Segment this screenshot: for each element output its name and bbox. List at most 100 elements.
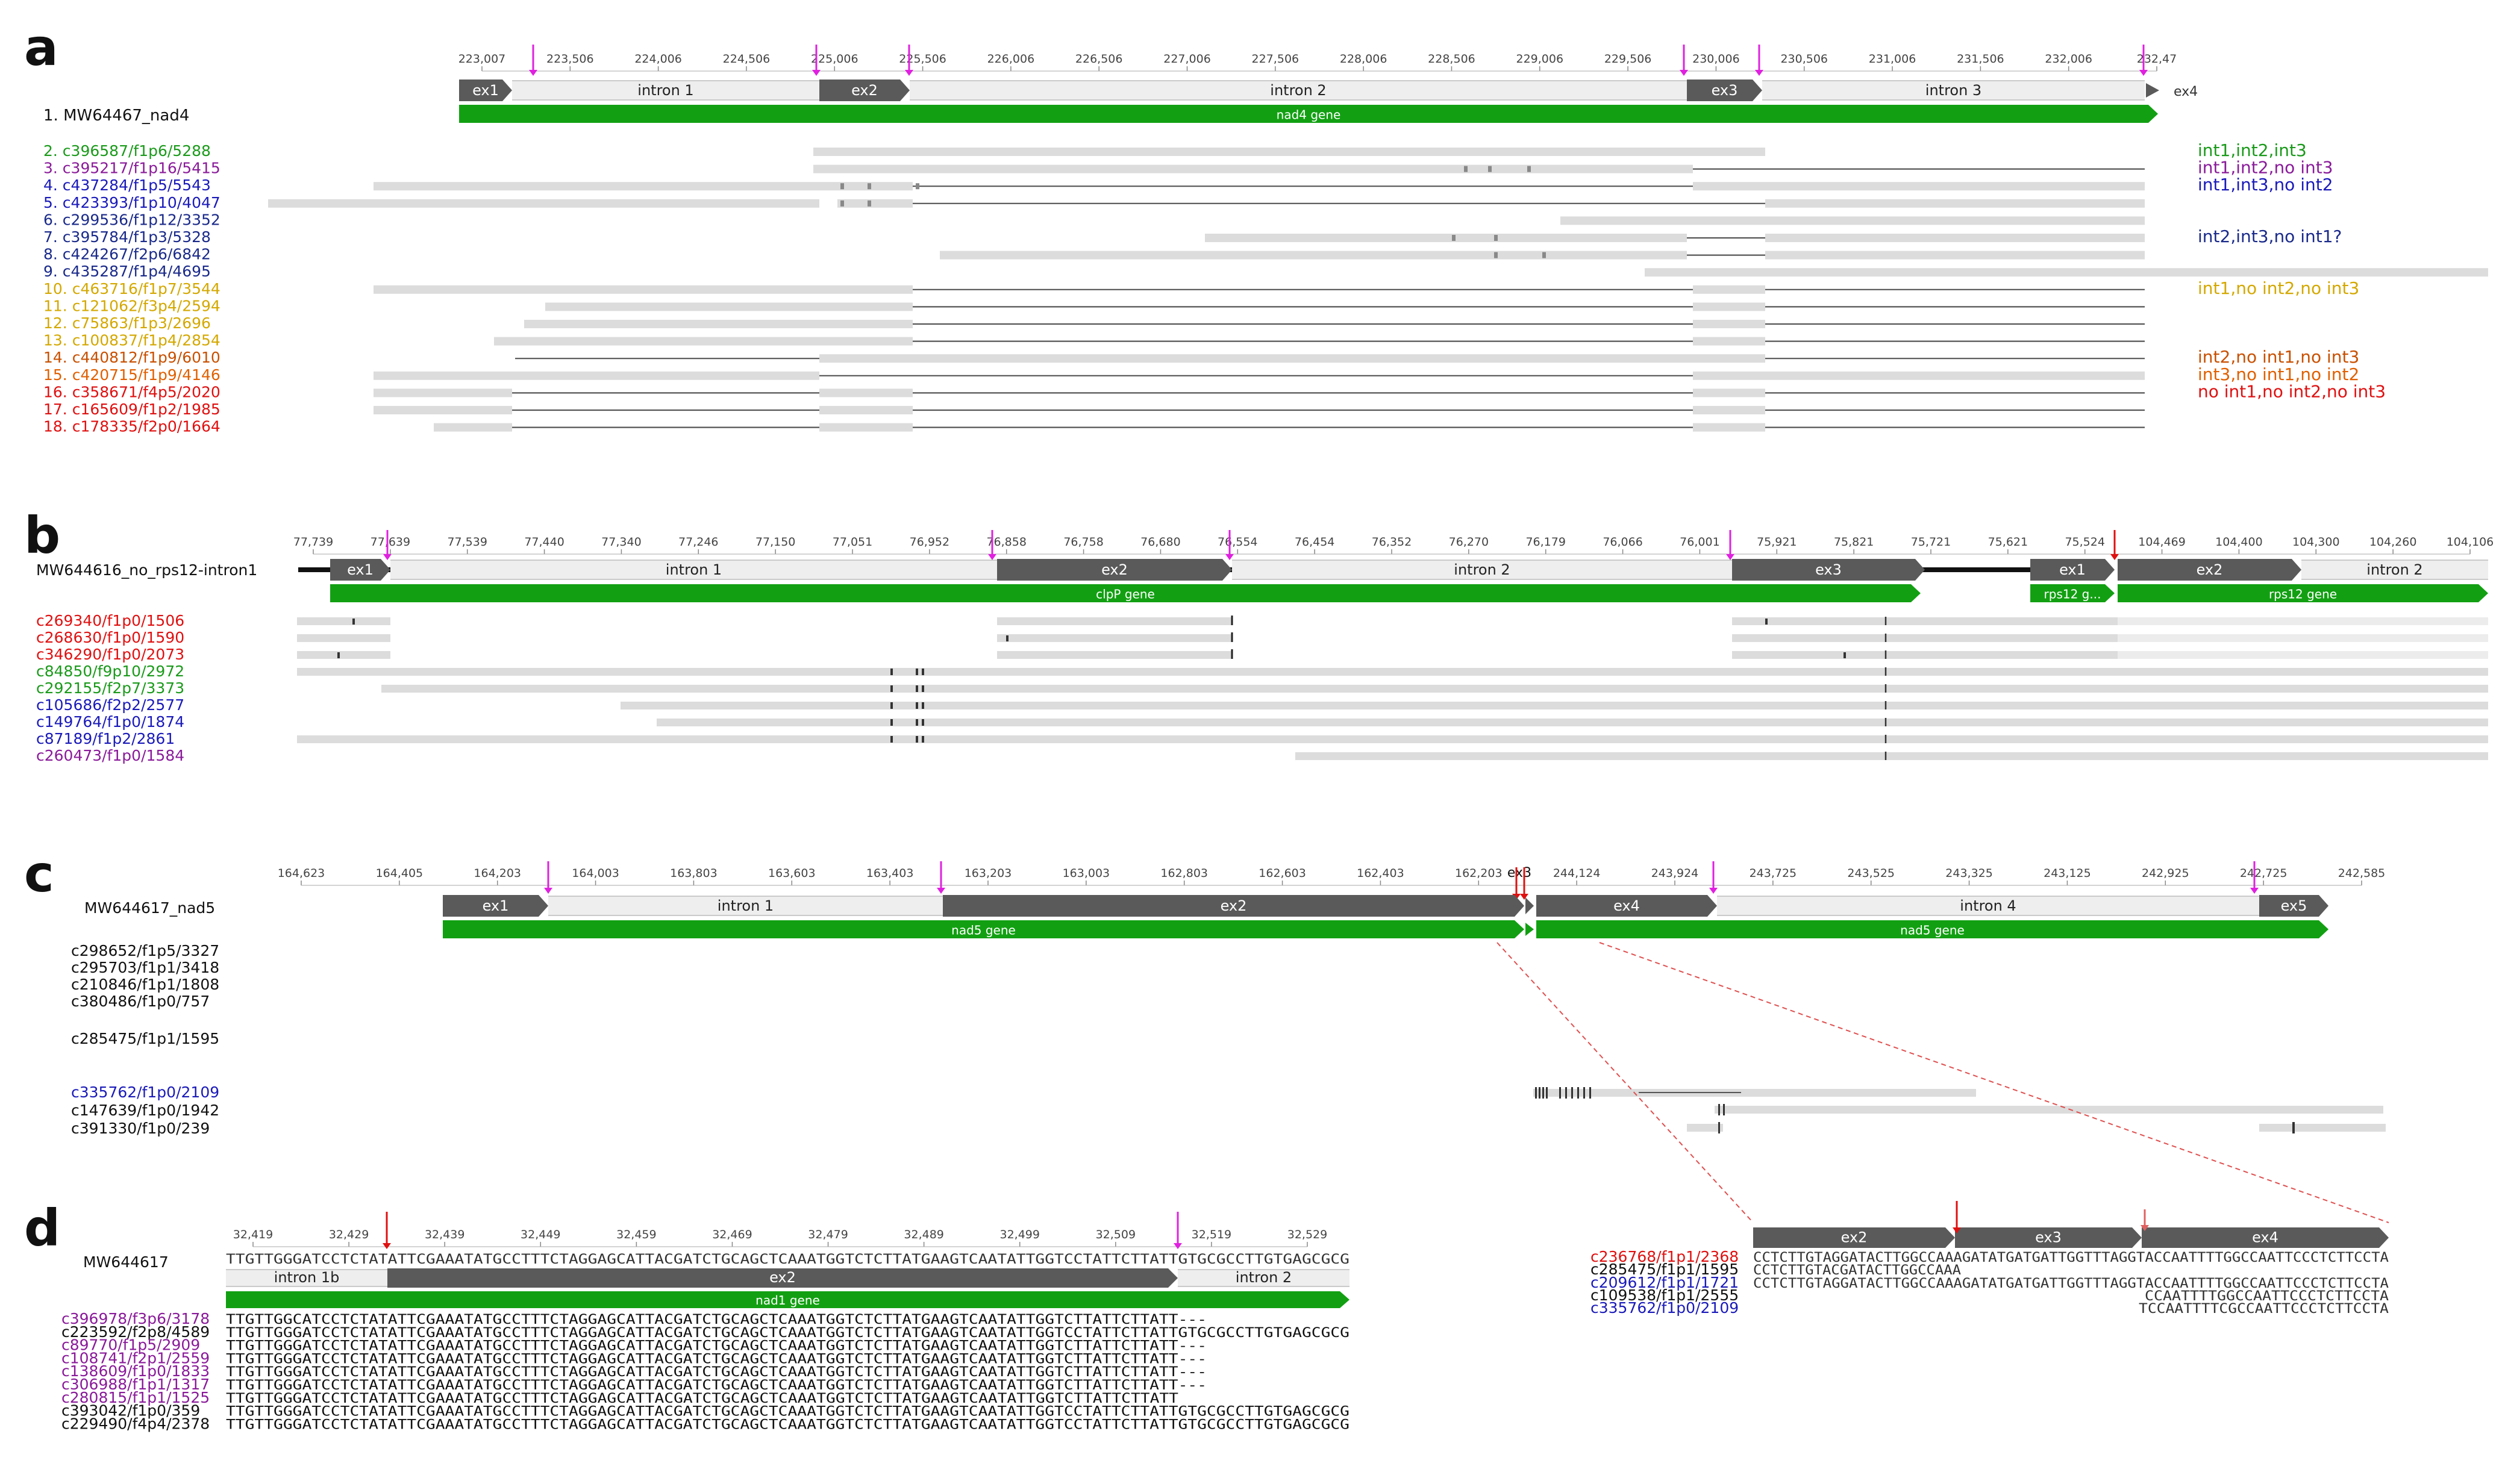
panel-d-read-seq: TTGTTGGGATCCTCTATATTCGAAATATGCCTTTCTAGGA… (226, 1339, 1207, 1354)
panel-b-mismatch-mark (1765, 619, 1768, 625)
panel-c-zoom-read-seq: CCTCTTGTAGGATACTTGGCCAAAGATATGATGATTGGTT… (1753, 1250, 2389, 1265)
panel-c-read-label: c380486/f1p0/757 (71, 993, 210, 1010)
panel-c-mismatch-mark (1559, 1087, 1561, 1099)
panel-b-intron2-label: intron 2 (1454, 561, 1510, 578)
panel-b-mismatch-mark (922, 669, 924, 675)
panel-d-read-seq: TTGTTGGGATCCTCTATATTCGAAATATGCCTTTCTAGGA… (226, 1378, 1207, 1393)
panel-a-read-label: 14. c440812/f1p9/6010 (43, 349, 220, 366)
panel-c-mismatch-mark (1577, 1087, 1579, 1099)
panel-b-intron1 (390, 560, 997, 579)
panel-c-tick-label: 243,125 (2044, 867, 2091, 880)
panel-a-tick-label: 228,006 (1340, 52, 1387, 66)
panel-c-ex1 (443, 895, 548, 917)
panel-b-ex2-label: ex2 (1101, 561, 1128, 578)
panel-d-tick-label: 32,469 (712, 1228, 752, 1241)
panel-c-tick-label: 242,925 (2142, 867, 2189, 880)
panel-a-tick-label: 227,006 (1163, 52, 1211, 66)
panel-c-splice-arrow-1-head (937, 888, 945, 894)
panel-a-read-label: 17. c165609/f1p2/1985 (43, 401, 220, 418)
panel-a-annotation: int2,int3,no int1? (2198, 226, 2342, 246)
panel-c-mismatch-mark (1589, 1087, 1591, 1099)
panel-a-read-block (1205, 234, 1687, 242)
panel-a-annotation: int2,no int1,no int3 (2198, 347, 2359, 367)
panel-d-read-label: c138609/f1p0/1833 (61, 1362, 210, 1380)
panel-b-mismatch-mark (890, 685, 893, 692)
panel-c-tick-label: 242,725 (2240, 867, 2288, 880)
panel-a-tick-label: 229,006 (1516, 52, 1564, 66)
panel-a-ex3-label: ex3 (1712, 82, 1738, 99)
panel-a-tick-label: 231,006 (1869, 52, 1916, 66)
panel-d-read-label: c108741/f2p1/2559 (61, 1349, 210, 1367)
panel-b-mismatch-mark (1844, 652, 1846, 658)
panel-b-splice-arrow-3-head (1726, 554, 1734, 560)
panel-a-ex1 (459, 80, 512, 101)
panel-a-read-block (374, 388, 512, 398)
panel-b-mismatch-mark (890, 702, 893, 709)
panel-a-splice-arrow-2-head (905, 70, 913, 76)
panel-b-tick-label: 76,858 (986, 535, 1026, 549)
panel-c-zoom-ex4-label: ex4 (2252, 1229, 2278, 1246)
panel-a-ex4-label: ex4 (2174, 84, 2198, 99)
panel-c-intron1 (548, 896, 943, 915)
panel-d-read-label: c396978/f3p6/3178 (61, 1310, 210, 1327)
panel-b-mismatch-mark (916, 702, 918, 709)
panel-c-nad5-gene-a-label: nad5 gene (951, 923, 1016, 937)
panel-c-read-block (1687, 1124, 1723, 1132)
panel-c-ex3-arrow-b-head (1520, 894, 1528, 900)
panel-d-ref-seq: TTGTTGGGATCCTCTATATTCGAAATATGCCTTTCTAGGA… (226, 1252, 1349, 1267)
panel-b-ex1-rps12 (2030, 559, 2115, 581)
panel-b-read-block (297, 634, 390, 642)
panel-c-read-label: c391330/f1p0/239 (71, 1120, 210, 1137)
panel-a-read-block (1765, 234, 2145, 242)
panel-c-zoom-read-label: c285475/f1p1/1595 (1590, 1261, 1739, 1278)
panel-b-tick-label: 77,246 (678, 535, 718, 549)
panel-a-tick-label: 230,506 (1780, 52, 1828, 66)
panel-a-read-label: 13. c100837/f1p4/2854 (43, 332, 220, 349)
panel-c-tick-label: 243,924 (1651, 867, 1699, 880)
panel-c-tick-label: 162,803 (1160, 867, 1208, 880)
panel-a-splice-arrow-1-head (812, 70, 821, 76)
panel-a-tick-label: 231,506 (1957, 52, 2004, 66)
panel-c-tick-label: 244,124 (1553, 867, 1601, 880)
panel-a-tick-label: 225,506 (899, 52, 946, 66)
panel-b-tick-label: 77,340 (601, 535, 641, 549)
panel-b-mismatch-mark (922, 702, 924, 709)
panel-a-read-block (374, 406, 512, 414)
panel-a-read-block (819, 423, 913, 432)
panel-d-read-label: c306988/f1p1/1317 (61, 1376, 210, 1393)
panel-c-tick-label: 163,803 (670, 867, 718, 880)
panel-b-tick-label: 104,300 (2292, 535, 2340, 549)
panel-b-ex1 (330, 559, 390, 581)
panel-c-tick-label: 164,203 (474, 867, 521, 880)
panel-a-read-block (813, 164, 1693, 173)
panel-c-tick-label: 164,623 (278, 867, 325, 880)
panel-b-ex2 (997, 559, 1232, 581)
panel-a-read-block (1693, 285, 1765, 294)
panel-c-zoom-arrow-2-head (2141, 1225, 2149, 1231)
panel-c-zoom-read-label: c209612/f1p1/1721 (1590, 1274, 1739, 1291)
panel-c-zoom-guide-left (1496, 942, 1754, 1223)
panel-a-read-label: 11. c121062/f3p4/2594 (43, 297, 220, 314)
panel-a-tick-label: 226,506 (1075, 52, 1123, 66)
panel-a-tick-label: 227,506 (1252, 52, 1299, 66)
panel-b-read-block (2118, 651, 2488, 659)
panel-c-tick-label: 243,725 (1750, 867, 1797, 880)
panel-b-splice-arrow-2-head (1225, 554, 1234, 560)
panel-c-mismatch-mark (1539, 1087, 1540, 1099)
panel-c-tick-label: 163,003 (1063, 867, 1110, 880)
panel-c-read-label: c285475/f1p1/1595 (71, 1030, 219, 1047)
panel-c-mismatch-mark (1542, 1087, 1544, 1099)
panel-b-read-block (1295, 752, 2488, 760)
panel-d-read-label: c89770/f1p5/2909 (61, 1336, 200, 1354)
panel-a-tick-label: 224,006 (634, 52, 682, 66)
panel-c-read-label: c147639/f1p0/1942 (71, 1102, 219, 1119)
panel-b-read-block (657, 719, 2488, 726)
panel-a-annotation: int1,int2,no int3 (2198, 158, 2333, 178)
panel-a-read-block (268, 199, 819, 208)
panel-a-read-block (819, 320, 913, 328)
panel-a-read-block (434, 423, 512, 432)
panel-c-read-block (2259, 1124, 2386, 1132)
panel-a-read-block (1693, 182, 2145, 191)
panel-c-intron4 (1717, 896, 2259, 915)
panel-b-read-label: c268630/f1p0/1590 (36, 629, 184, 646)
